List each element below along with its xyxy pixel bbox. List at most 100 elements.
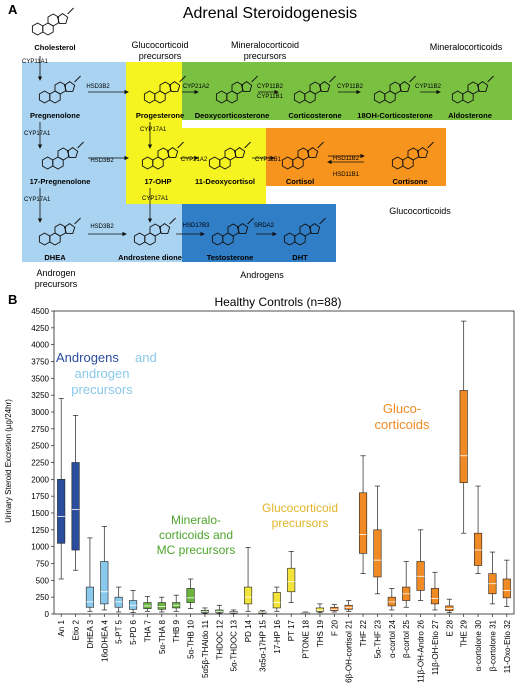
box-28 — [445, 598, 454, 614]
label-gluco-precursors: Glucocorticoid precursors — [131, 40, 188, 61]
enzyme-labels: CYP11A1 HSD3B2 CYP21A2 CYP11B2 CYP11B1 CYP11B… — [22, 59, 442, 230]
box-3 — [85, 537, 94, 612]
annotation-mc-precursors: MC precursors — [157, 543, 236, 557]
annotation-gluco-precursor: Glucocorticoid — [262, 501, 338, 515]
y-axis-label: Urinary Steroid Excretion (µg/24hr) — [4, 399, 13, 523]
x-tick-label: 5α-THB 10 — [187, 619, 196, 658]
box-iqr — [430, 588, 439, 605]
box-12 — [215, 604, 224, 614]
box-6 — [129, 590, 138, 614]
enzyme-hsd3b2-b: HSD3B2 — [90, 158, 114, 164]
x-tick-label: THE 29 — [460, 619, 469, 647]
box-18 — [301, 611, 310, 615]
box-plots — [57, 320, 511, 615]
y-tick-label: 4000 — [31, 341, 49, 350]
region-glucocorticoid — [266, 128, 446, 186]
box-32 — [502, 559, 511, 607]
enzyme-hsd11b1: HSD11B1 — [333, 172, 360, 178]
box-1 — [57, 398, 66, 580]
compound-doc: Deoxycorticosterone — [195, 111, 270, 120]
x-tick-label: F 20 — [330, 619, 339, 636]
compound-t: Testosterone — [207, 253, 254, 262]
label-mineralocorticoids: Mineralocorticoids — [430, 42, 503, 52]
compound-progesterone: Progesterone — [136, 111, 184, 120]
steroid-structure-s — [208, 141, 251, 170]
box-29 — [459, 320, 468, 534]
annotation-gluco: Gluco- — [383, 401, 421, 416]
box-25 — [402, 561, 411, 608]
x-tick-label: An 1 — [57, 619, 66, 636]
enzyme-hsd3b2-c: HSD3B2 — [90, 224, 114, 230]
steroid-structure-t — [211, 217, 254, 246]
x-tick-label: E 28 — [445, 619, 454, 636]
compound-f: Cortisol — [286, 177, 314, 186]
steroid-structure-dhea — [38, 217, 81, 246]
x-tick-label: 5-PT 5 — [115, 619, 124, 643]
label-androgens: Androgens — [240, 270, 284, 280]
x-tick-label: 5α-THA 8 — [158, 619, 167, 654]
box-iqr — [100, 561, 109, 605]
y-tick-label: 2250 — [31, 459, 49, 468]
panel-a-title: Adrenal Steroidogenesis — [183, 5, 357, 22]
y-axis: 0 250 500 750 1000 1250 1500 1750 2000 2250 2500 27… — [31, 307, 54, 619]
y-tick-label: 4250 — [31, 324, 49, 333]
box-30 — [474, 485, 483, 574]
region-mineralo-precursor — [182, 62, 428, 120]
enzyme-hsd17b3: HSD17B3 — [183, 223, 210, 229]
steroid-structure-adione — [133, 217, 176, 246]
label-glucocorticoids: Glucocorticoids — [389, 206, 451, 216]
enzyme-cyp11b2-c: CYP11B2 — [415, 84, 442, 90]
box-iqr — [186, 588, 195, 603]
x-tick-label: 11-Oxo-Etio 32 — [503, 619, 512, 673]
steroid-structure-f — [281, 141, 324, 170]
box-2 — [71, 415, 80, 571]
box-20 — [330, 604, 339, 613]
box-iqr — [287, 567, 296, 593]
label-mineralo-precursors: Mineralocorticoid precursors — [231, 40, 299, 61]
y-tick-label: 250 — [36, 593, 50, 602]
box-iqr — [57, 479, 66, 544]
x-tick-label: Etio 2 — [72, 619, 81, 640]
x-tick-label: THS 19 — [316, 619, 325, 647]
steroid-structure-preg17 — [41, 141, 84, 170]
box-14 — [244, 546, 253, 612]
box-8 — [157, 596, 166, 613]
enzyme-cyp21a2-a: CYP21A2 — [183, 84, 210, 90]
enzyme-cyp11a1: CYP11A1 — [22, 59, 49, 65]
x-tick-label: β-cortolone 31 — [488, 619, 497, 671]
compound-b: Corticosterone — [288, 111, 341, 120]
enzyme-hsd3b2-a: HSD3B2 — [86, 84, 110, 90]
box-iqr — [272, 592, 281, 609]
x-tick-label: 11β-OH-Etio 27 — [431, 619, 440, 675]
box-15 — [258, 610, 267, 615]
label-androgen-precursors: Androgen precursors — [35, 268, 78, 289]
panel-b-letter: B — [8, 292, 17, 307]
box-4 — [100, 526, 109, 611]
box-iqr — [85, 586, 94, 608]
y-tick-label: 4500 — [31, 307, 49, 316]
compound-pregnenolone: Pregnenolone — [30, 111, 80, 120]
y-tick-label: 1750 — [31, 492, 49, 501]
box-16 — [272, 586, 281, 612]
enzyme-cyp21a2-b: CYP21A2 — [181, 157, 208, 163]
y-tick-label: 1000 — [31, 543, 49, 552]
x-tick-label: 17-HP 16 — [273, 619, 282, 653]
annotation-precursors: precursors — [71, 382, 133, 397]
compound-dhea: DHEA — [44, 253, 66, 262]
compound-oh18b: 18OH-Corticosterone — [357, 111, 432, 120]
x-tick-label: α-cortol 24 — [388, 619, 397, 658]
enzyme-cyp17a1-c: CYP17A1 — [24, 197, 51, 203]
enzyme-cyp17a1-a: CYP17A1 — [24, 131, 51, 137]
enzyme-cyp17a1-d: CYP17A1 — [142, 196, 169, 202]
x-tick-label: PD 14 — [244, 619, 253, 642]
y-tick-label: 1250 — [31, 526, 49, 535]
compound-ohp17: 17-OHP — [144, 177, 171, 186]
annotation-gluco-precursor-2: precursors — [272, 516, 329, 530]
box-iqr — [459, 390, 468, 484]
reaction-arrows — [37, 56, 441, 237]
box-iqr — [359, 492, 368, 554]
y-tick-label: 3500 — [31, 374, 49, 383]
enzyme-cyp11b2-a: CYP11B2 — [257, 84, 284, 90]
region-mineralocorticoid — [428, 62, 512, 120]
